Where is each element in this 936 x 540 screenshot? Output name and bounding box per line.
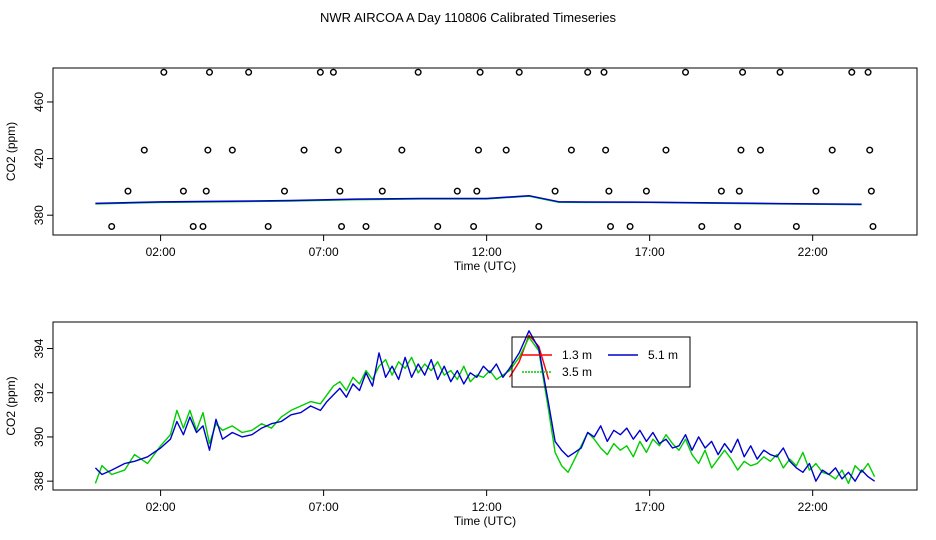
plot-frame (52, 67, 918, 236)
chart-title: NWR AIRCOA A Day 110806 Calibrated Times… (320, 10, 616, 25)
scatter-point (735, 187, 743, 195)
x-axis-label: Time (UTC) (454, 259, 516, 273)
scatter-point (717, 187, 725, 195)
x-axis-label: Time (UTC) (454, 514, 516, 528)
scatter-point (338, 223, 346, 231)
scatter-point (600, 68, 608, 76)
scatter-point (378, 187, 386, 195)
scatter-point (502, 146, 510, 154)
x-tick-label: 22:00 (798, 500, 828, 514)
panel-top: 02:00 07:00 12:00 17:00 22:00 380 420 460 Time (… (4, 67, 918, 273)
scatter-point (202, 187, 210, 195)
scatter-point (698, 223, 706, 231)
scatter-point (362, 223, 370, 231)
x-tick-label: 07:00 (309, 245, 339, 259)
scatter-point (300, 146, 308, 154)
scatter-point (473, 187, 481, 195)
scatter-point (734, 223, 742, 231)
scatter-point (792, 223, 800, 231)
scatter-point (812, 187, 820, 195)
scatter-point (535, 223, 543, 231)
scatter-point (245, 68, 253, 76)
panel-bottom: 02:00 07:00 12:00 17:00 22:00 388 390 392 394 Tim… (4, 321, 918, 528)
scatter-point (434, 223, 442, 231)
scatter-point (453, 187, 461, 195)
scatter-point (567, 146, 575, 154)
y-tick-label: 388 (32, 471, 46, 491)
y-tick-label: 460 (32, 92, 46, 112)
plot-frame (52, 321, 918, 491)
scatter-point (264, 223, 272, 231)
scatter-point (329, 68, 337, 76)
legend: 1.3 m 3.5 m 5.1 m (511, 336, 691, 388)
scatter-point (204, 146, 212, 154)
scatter-point (108, 223, 116, 231)
y-tick-label: 420 (32, 148, 46, 168)
x-tick-label: 02:00 (146, 500, 176, 514)
scatter-point (776, 68, 784, 76)
scatter-point (757, 146, 765, 154)
scatter-point (602, 146, 610, 154)
y-tick-label: 394 (32, 338, 46, 358)
scatter-point (642, 187, 650, 195)
scatter-point (476, 68, 484, 76)
scatter-point (551, 187, 559, 195)
y-tick-label: 380 (32, 205, 46, 225)
scatter-point (189, 223, 197, 231)
scatter-point (739, 68, 747, 76)
x-tick-label: 07:00 (309, 500, 339, 514)
x-tick-label: 02:00 (146, 245, 176, 259)
series-line (94, 336, 876, 485)
scatter-point (607, 223, 615, 231)
x-tick-label: 12:00 (472, 245, 502, 259)
legend-label: 5.1 m (648, 348, 678, 362)
y-axis-label: CO2 (ppm) (4, 376, 18, 435)
scatter-point (662, 146, 670, 154)
x-tick-label: 17:00 (635, 500, 665, 514)
scatter-point (140, 146, 148, 154)
scatter-point (867, 187, 875, 195)
scatter-point (199, 223, 207, 231)
scatter-point (470, 223, 478, 231)
scatter-point (398, 146, 406, 154)
legend-label: 1.3 m (562, 348, 592, 362)
scatter-point (626, 223, 634, 231)
y-axis-label: CO2 (ppm) (4, 122, 18, 181)
scatter-point (848, 68, 856, 76)
series-line (95, 194, 862, 206)
y-tick-label: 392 (32, 382, 46, 402)
scatter-point (179, 187, 187, 195)
scatter-point (866, 146, 874, 154)
series-line (508, 334, 550, 380)
scatter-point (280, 187, 288, 195)
scatter-point (515, 68, 523, 76)
scatter-point (124, 187, 132, 195)
scatter-point (828, 146, 836, 154)
scatter-point (414, 68, 422, 76)
scatter-point (336, 187, 344, 195)
scatter-point (205, 68, 213, 76)
y-tick-label: 390 (32, 427, 46, 447)
scatter-point (584, 68, 592, 76)
legend-box (511, 336, 691, 388)
legend-label: 3.5 m (562, 365, 592, 379)
scatter-point (605, 187, 613, 195)
scatter-point (864, 68, 872, 76)
scatter-point (474, 146, 482, 154)
scatter-point (737, 146, 745, 154)
scatter-point (160, 68, 168, 76)
x-tick-label: 17:00 (635, 245, 665, 259)
scatter-point (316, 68, 324, 76)
scatter-point (869, 223, 877, 231)
scatter-point (334, 146, 342, 154)
scatter-point (682, 68, 690, 76)
series-line (94, 330, 875, 482)
x-tick-label: 22:00 (798, 245, 828, 259)
x-tick-label: 12:00 (472, 500, 502, 514)
scatter-point (228, 146, 236, 154)
